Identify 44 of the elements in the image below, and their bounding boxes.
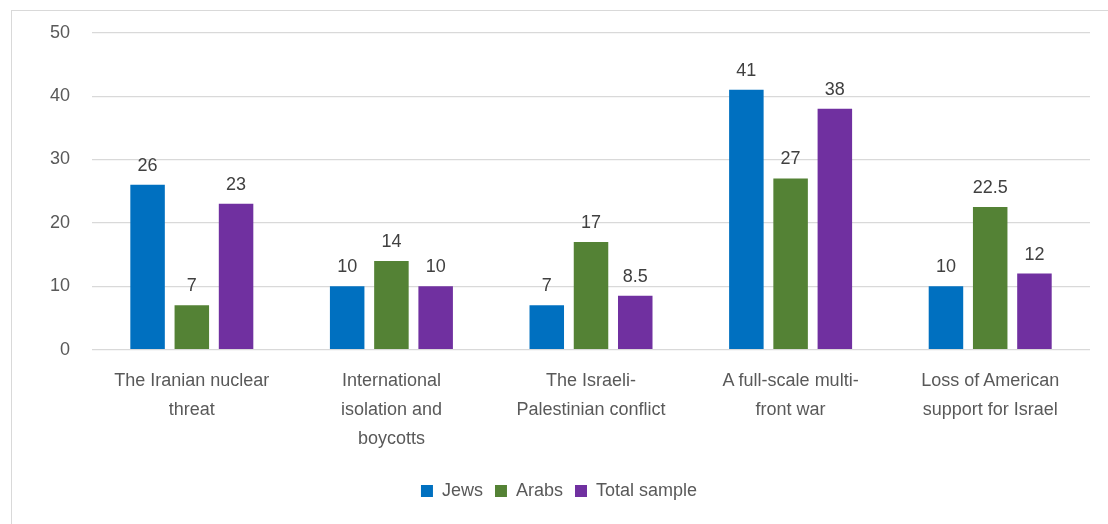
data-label: 12 (1024, 243, 1045, 264)
data-label: 10 (337, 256, 358, 277)
x-tick-label: The Iranian nuclear threat (114, 369, 270, 419)
data-label: 23 (226, 173, 247, 194)
data-label: 14 (381, 230, 402, 251)
data-label: 8.5 (622, 265, 648, 286)
x-tick-label: A full-scale multi-front war (722, 369, 859, 419)
bar (130, 184, 165, 349)
data-label: 10 (935, 256, 956, 277)
bar (573, 241, 609, 349)
bar (972, 207, 1008, 349)
bar (773, 178, 808, 349)
bar (529, 305, 565, 349)
x-tick-label: The Israeli-Palestinian conflict (516, 369, 666, 419)
legend-label: Arabs (515, 479, 563, 500)
data-label: 17 (581, 211, 602, 232)
y-tick-label: 0 (60, 338, 71, 359)
y-tick-label: 40 (49, 85, 71, 106)
data-label: 38 (824, 78, 845, 99)
legend-label: Total sample (595, 479, 698, 500)
x-tick-label: International isolation and boycotts (340, 369, 442, 448)
data-label: 22.5 (972, 177, 1008, 198)
x-tick-label: Loss of American support for Israel (921, 369, 1060, 419)
data-label: 10 (425, 256, 446, 277)
bar (329, 286, 365, 349)
y-tick-label: 30 (49, 148, 71, 169)
data-label: 27 (780, 148, 801, 169)
y-tick-label: 50 (49, 21, 71, 42)
legend-label: Jews (441, 479, 483, 500)
bar (174, 305, 210, 349)
bar (374, 260, 409, 349)
y-tick-label: 20 (49, 211, 71, 232)
data-label: 7 (186, 275, 197, 296)
bar (928, 286, 964, 349)
bar (418, 286, 453, 349)
bar (218, 203, 254, 349)
y-tick-label: 10 (49, 275, 71, 296)
bar (618, 295, 653, 349)
data-label: 26 (137, 154, 158, 175)
bar (817, 108, 853, 349)
bar (729, 89, 764, 349)
bar (1017, 273, 1052, 349)
data-label: 41 (736, 59, 757, 80)
data-label: 7 (541, 275, 552, 296)
